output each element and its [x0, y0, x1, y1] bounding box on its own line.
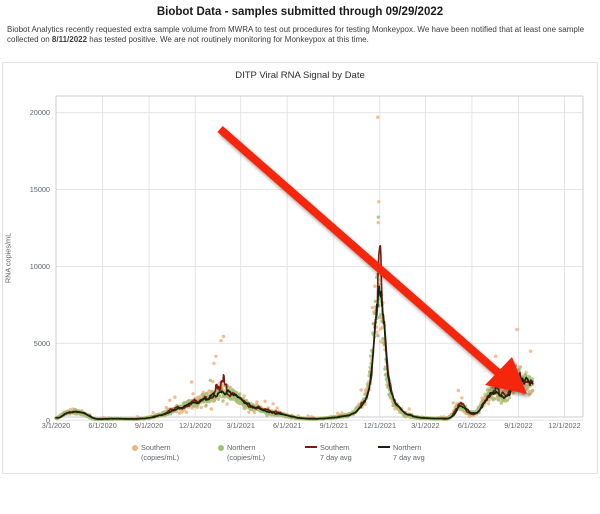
svg-text:6/1/2020: 6/1/2020	[88, 421, 116, 430]
svg-text:0: 0	[46, 416, 50, 425]
svg-text:3/1/2022: 3/1/2022	[411, 421, 439, 430]
svg-text:12/1/2021: 12/1/2021	[364, 421, 396, 430]
svg-text:6/1/2022: 6/1/2022	[458, 421, 486, 430]
svg-text:9/1/2021: 9/1/2021	[320, 421, 348, 430]
svg-text:20000: 20000	[30, 108, 50, 117]
svg-text:3/1/2021: 3/1/2021	[226, 421, 254, 430]
svg-text:9/1/2022: 9/1/2022	[504, 421, 532, 430]
svg-text:15000: 15000	[30, 185, 50, 194]
svg-text:12/1/2022: 12/1/2022	[548, 421, 580, 430]
svg-text:6/1/2021: 6/1/2021	[273, 421, 301, 430]
svg-text:10000: 10000	[30, 262, 50, 271]
svg-text:12/1/2020: 12/1/2020	[179, 421, 211, 430]
svg-text:9/1/2020: 9/1/2020	[135, 421, 163, 430]
svg-text:5000: 5000	[34, 339, 50, 348]
